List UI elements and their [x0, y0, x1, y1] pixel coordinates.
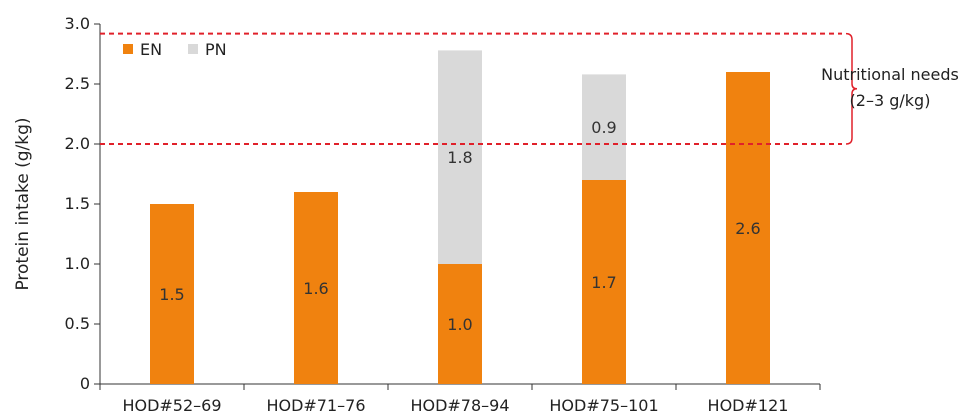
data-label-en: 1.0: [447, 315, 472, 334]
y-tick-label: 1.5: [65, 194, 90, 213]
bar-en: [726, 72, 770, 384]
y-tick-label: 3.0: [65, 14, 90, 33]
legend-label-en: EN: [140, 40, 162, 59]
y-tick-label: 1.0: [65, 254, 90, 273]
data-label-pn: 1.8: [447, 148, 472, 167]
y-tick-label: 2.5: [65, 74, 90, 93]
y-tick-label: 2.0: [65, 134, 90, 153]
nutritional-needs-bracket: [845, 32, 858, 145]
data-label-en: 1.7: [591, 273, 616, 292]
annotation-line1: Nutritional needs: [821, 65, 959, 84]
legend-label-pn: PN: [205, 40, 227, 59]
y-tick-label: 0.5: [65, 314, 90, 333]
x-category-label: HOD#121: [708, 396, 789, 415]
legend-swatch-en: [123, 44, 133, 54]
nutritional-needs-annotation: Nutritional needs (2–3 g/kg): [821, 32, 959, 145]
bar-en: [294, 192, 338, 384]
legend-swatch-pn: [188, 44, 198, 54]
reference-lines: [100, 32, 842, 145]
bar-en: [150, 204, 194, 384]
axes: 0 0.5 1.0 1.5 2.0 2.5 3.0 HOD#52–69 HOD#71–76 HOD…: [65, 14, 821, 415]
bars: 1.5 1.6 1.8 1.0 0.9 1.7 2.6: [150, 50, 770, 384]
y-axis-title: Protein intake (g/kg): [13, 117, 33, 290]
data-label-en: 1.5: [159, 285, 184, 304]
data-label-pn: 0.9: [591, 118, 616, 137]
data-label-en: 2.6: [735, 219, 760, 238]
bar-en: [438, 264, 482, 384]
bar-en: [582, 180, 626, 384]
x-category-label: HOD#75–101: [549, 396, 658, 415]
annotation-line2: (2–3 g/kg): [850, 91, 931, 110]
legend: EN PN: [123, 40, 227, 59]
data-label-en: 1.6: [303, 279, 328, 298]
bar-pn: [438, 50, 482, 265]
y-tick-label: 0: [80, 374, 90, 393]
bar-pn: [582, 74, 626, 180]
x-category-label: HOD#52–69: [122, 396, 221, 415]
x-category-label: HOD#78–94: [410, 396, 509, 415]
x-category-label: HOD#71–76: [266, 396, 365, 415]
